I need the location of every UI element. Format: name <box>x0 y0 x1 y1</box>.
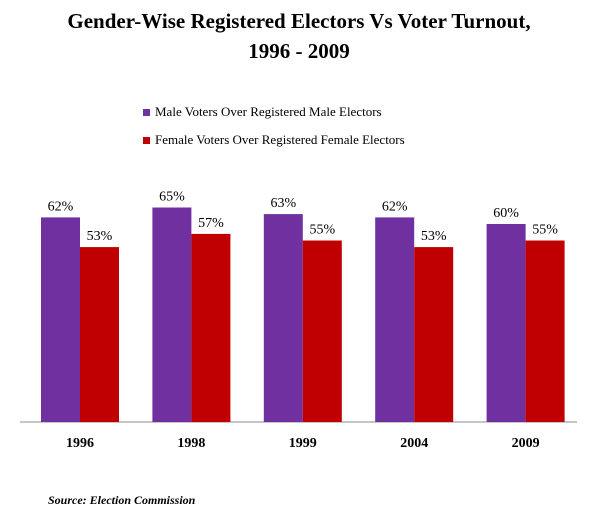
source-note: Source: Election Commission <box>48 493 196 507</box>
bar-male-2004 <box>375 217 415 422</box>
legend-label-male: Male Voters Over Registered Male Elector… <box>155 104 382 119</box>
data-label-male-1998: 65% <box>159 190 185 205</box>
data-label-female-1999: 55% <box>309 223 335 238</box>
data-label-male-2004: 62% <box>382 199 408 214</box>
chart-title-line-1: Gender-Wise Registered Electors Vs Voter… <box>67 9 531 33</box>
legend-item-male: Male Voters Over Registered Male Elector… <box>143 101 405 123</box>
legend-item-female: Female Voters Over Registered Female Ele… <box>143 129 405 151</box>
legend-swatch-female <box>143 136 150 144</box>
bar-female-1999 <box>302 240 342 422</box>
x-tick-label-1998: 1998 <box>177 436 205 451</box>
chart-title: Gender-Wise Registered Electors Vs Voter… <box>0 6 598 66</box>
data-label-female-1996: 53% <box>87 229 113 244</box>
bar-female-1998 <box>191 233 231 422</box>
data-label-female-2009: 55% <box>532 223 558 238</box>
bar-male-1999 <box>263 214 303 422</box>
legend: Male Voters Over Registered Male Elector… <box>143 101 405 157</box>
bar-female-2004 <box>414 247 454 422</box>
data-label-male-1999: 63% <box>270 196 296 211</box>
x-tick-label-2004: 2004 <box>400 436 428 451</box>
chart-title-line-2: 1996 - 2009 <box>248 39 350 63</box>
x-tick-label-1996: 1996 <box>66 436 94 451</box>
bar-male-2009 <box>486 224 526 422</box>
data-label-male-2009: 60% <box>493 206 519 221</box>
data-label-female-2004: 53% <box>421 229 447 244</box>
legend-swatch-male <box>143 108 150 116</box>
x-tick-label-2009: 2009 <box>512 436 540 451</box>
x-tick-label-1999: 1999 <box>289 436 317 451</box>
bar-female-2009 <box>525 240 565 422</box>
legend-label-female: Female Voters Over Registered Female Ele… <box>155 132 405 147</box>
bar-male-1998 <box>152 207 192 422</box>
data-label-male-1996: 62% <box>48 199 74 214</box>
data-label-female-1998: 57% <box>198 216 224 231</box>
bar-male-1996 <box>41 217 80 422</box>
bar-female-1996 <box>80 247 119 422</box>
